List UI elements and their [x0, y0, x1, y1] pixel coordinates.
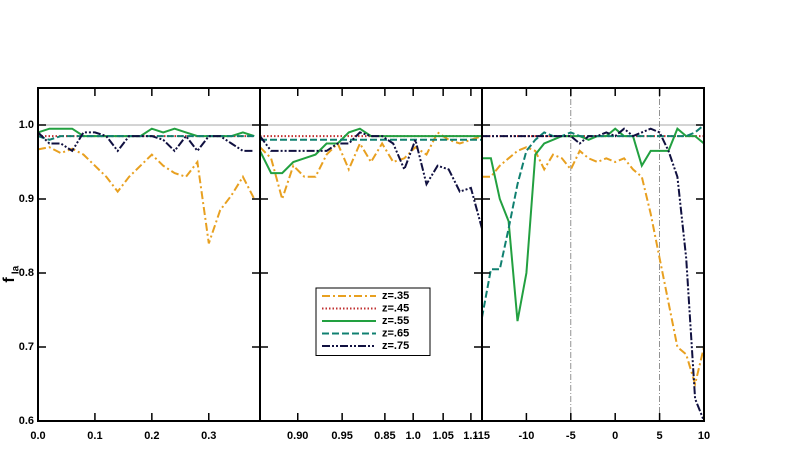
x-tick-label: 0.0	[30, 430, 45, 442]
x-tick-label: 0.1	[87, 430, 102, 442]
x-tick-label: -10	[518, 430, 534, 442]
y-tick-label: 0.8	[19, 267, 34, 279]
y-tick-label: 1.0	[19, 119, 34, 131]
series-line	[481, 124, 705, 318]
plot-frame	[481, 87, 705, 422]
y-axis-label-sub: Ia	[11, 265, 22, 274]
legend-label: z=.55	[382, 315, 409, 327]
legend-label: z=.75	[382, 340, 409, 352]
x-tick-label: 1.0	[406, 430, 421, 442]
x-tick-label: 0.3	[201, 430, 216, 442]
y-tick-label: 0.9	[19, 193, 34, 205]
x-tick-label: -5	[566, 430, 576, 442]
series-line	[37, 146, 256, 244]
legend-label: z=.45	[382, 302, 409, 314]
x-tick-label: 0.85	[374, 430, 395, 442]
series-line	[37, 127, 255, 138]
x-tick-label: -15	[474, 430, 490, 442]
series-line	[482, 127, 705, 322]
y-tick-label: 0.7	[19, 341, 34, 353]
y-tick-label: 0.6	[19, 415, 34, 427]
series-line	[482, 146, 705, 388]
series-line	[259, 131, 483, 229]
y-axis-label: f	[1, 277, 18, 283]
x-tick-label: 1.05	[432, 430, 453, 442]
series-line	[259, 130, 483, 203]
plot-frame	[37, 87, 261, 422]
series-line	[37, 131, 255, 153]
series-line	[259, 127, 482, 175]
x-tick-label: 0.90	[287, 430, 308, 442]
x-tick-label: 5	[657, 430, 663, 442]
plot-frame	[259, 87, 483, 422]
x-tick-label: 0	[612, 430, 618, 442]
legend-label: z=.65	[382, 327, 409, 339]
x-tick-label: 0.2	[144, 430, 159, 442]
x-tick-label: 10	[698, 430, 710, 442]
x-tick-label: 1.1	[463, 430, 478, 442]
series-line	[482, 127, 705, 422]
x-tick-label: 0.95	[331, 430, 352, 442]
legend-label: z=.35	[382, 290, 409, 302]
